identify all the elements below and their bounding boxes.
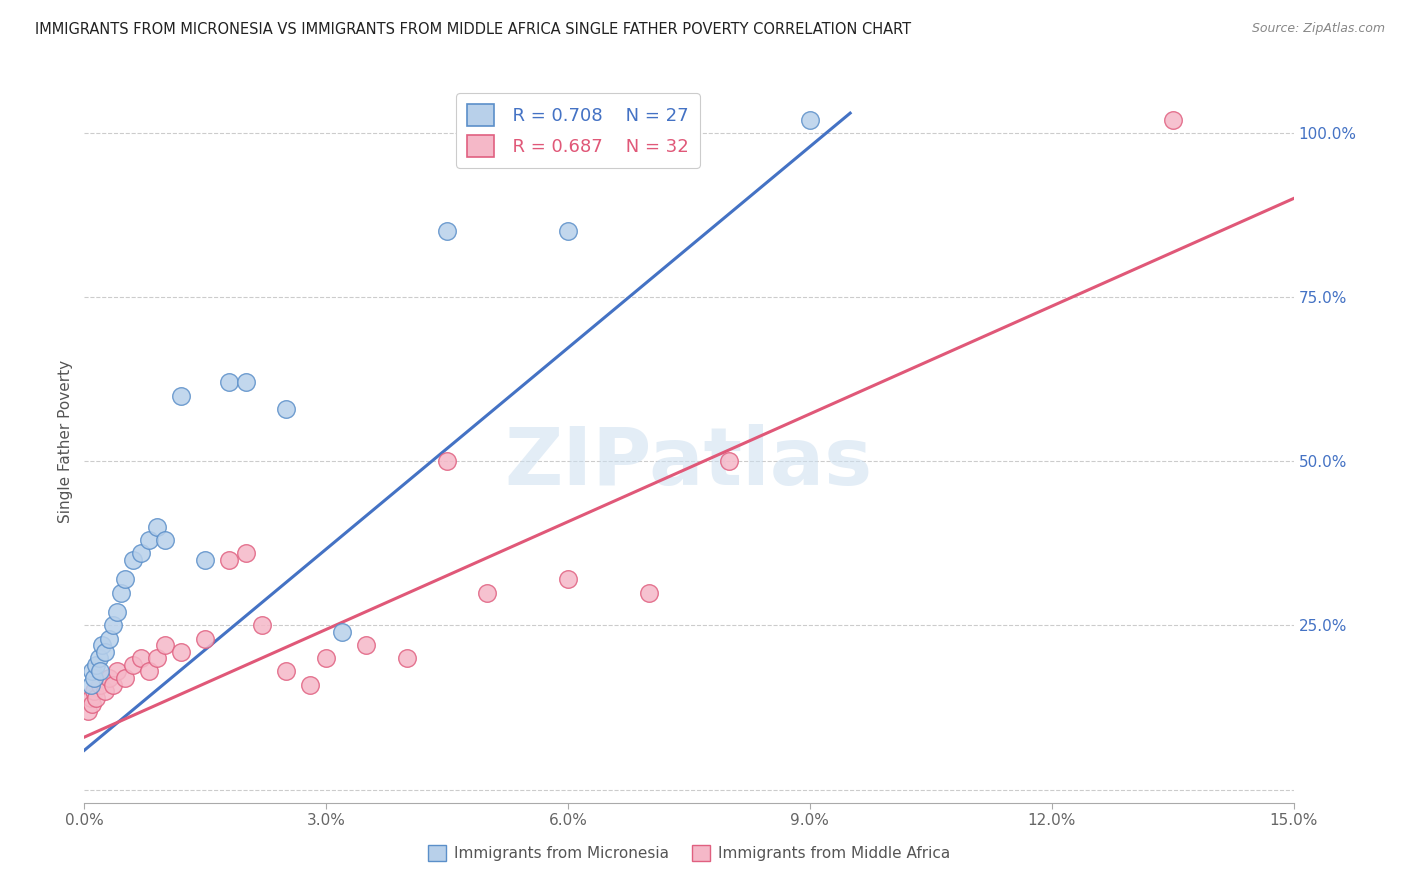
Point (315, 651, 337, 665)
Point (250, 618, 273, 632)
Point (153, 638, 176, 652)
Point (86, 690, 108, 705)
Point (477, 585, 499, 599)
Point (89, 665, 111, 679)
Point (235, 546, 257, 560)
Point (87, 651, 110, 665)
Point (138, 533, 160, 547)
Point (77, 704, 100, 718)
Point (799, 112, 821, 127)
Point (114, 671, 136, 685)
Point (105, 605, 128, 619)
Point (637, 585, 659, 599)
Point (274, 665, 297, 679)
Point (101, 677, 124, 691)
Point (356, 638, 378, 652)
Point (114, 573, 136, 587)
Point (299, 677, 322, 691)
Point (129, 546, 152, 560)
Point (218, 553, 240, 567)
Point (86, 657, 108, 672)
Point (718, 454, 741, 468)
Point (93, 645, 115, 659)
Point (170, 388, 193, 402)
Point (395, 651, 418, 665)
Point (218, 376, 240, 390)
Point (82, 698, 104, 712)
Point (330, 625, 353, 640)
Point (1161, 112, 1184, 127)
Point (80, 677, 103, 691)
Point (194, 632, 217, 646)
Point (91, 638, 114, 652)
Point (105, 665, 128, 679)
Point (436, 224, 458, 238)
Point (129, 651, 152, 665)
Point (93, 684, 115, 698)
Point (436, 454, 458, 468)
Text: Source: ZipAtlas.com: Source: ZipAtlas.com (1251, 22, 1385, 36)
Point (557, 573, 579, 587)
Point (97, 632, 120, 646)
Point (89, 677, 111, 691)
Text: ZIPatlas: ZIPatlas (505, 425, 873, 502)
Point (97, 671, 120, 685)
Legend: Immigrants from Micronesia, Immigrants from Middle Africa: Immigrants from Micronesia, Immigrants f… (422, 839, 956, 867)
Point (82, 665, 104, 679)
Point (146, 520, 169, 534)
Point (138, 665, 160, 679)
Point (194, 553, 217, 567)
Point (83, 684, 105, 698)
Point (170, 645, 193, 659)
Point (121, 657, 143, 672)
Point (83, 671, 105, 685)
Point (101, 618, 124, 632)
Point (557, 224, 579, 238)
Y-axis label: Single Father Poverty: Single Father Poverty (58, 360, 73, 523)
Text: IMMIGRANTS FROM MICRONESIA VS IMMIGRANTS FROM MIDDLE AFRICA SINGLE FATHER POVERT: IMMIGRANTS FROM MICRONESIA VS IMMIGRANTS… (35, 22, 911, 37)
Point (274, 401, 297, 416)
Point (80, 690, 103, 705)
Point (146, 651, 169, 665)
Point (235, 376, 257, 390)
Point (153, 533, 176, 547)
Point (121, 553, 143, 567)
Point (110, 585, 132, 599)
